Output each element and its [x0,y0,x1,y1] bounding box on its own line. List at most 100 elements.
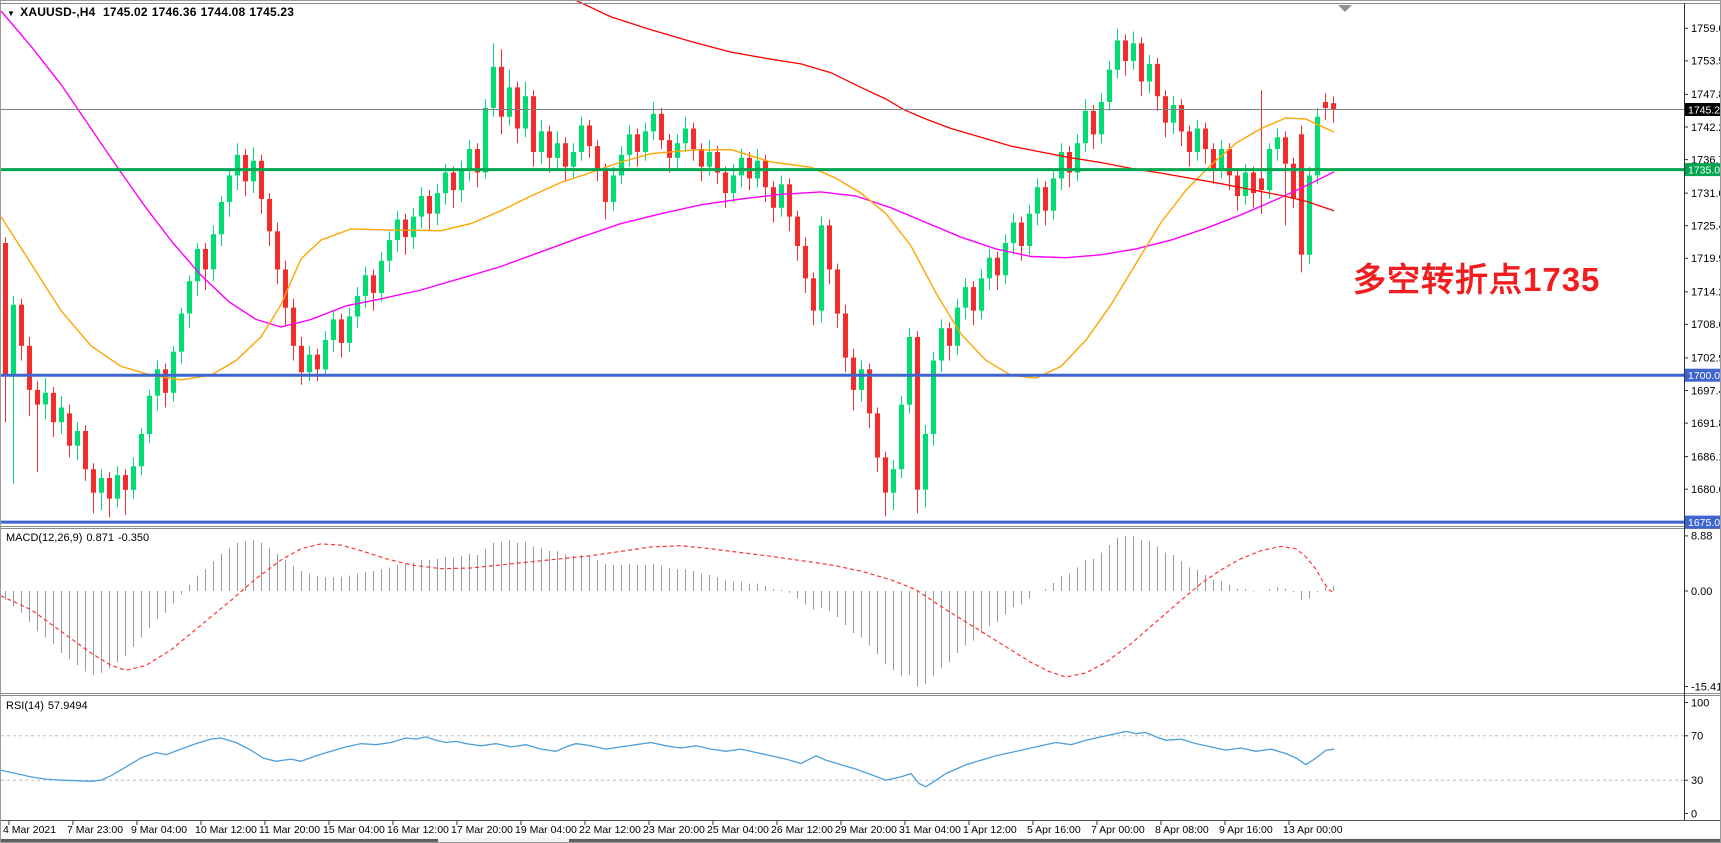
candle-body [1059,152,1064,179]
chart-shift-marker-icon[interactable] [1338,5,1352,12]
candle-body [51,392,56,423]
price-tick-label: 1691.85 [1691,418,1721,430]
main-price-panel[interactable] [1,1,1336,518]
candle-body [579,125,584,152]
candle-body [307,354,312,373]
ma-mid-line [1,10,1335,328]
candle-body [939,328,944,361]
candle-body [883,457,888,493]
candle-body [643,131,648,152]
candle-body [155,369,160,396]
candle-body [947,328,952,346]
time-tick-label: 13 Apr 00:00 [1283,824,1343,836]
horizontal-scrollbar[interactable] [1,838,1721,843]
candle-body [539,131,544,152]
candle-body [1331,103,1336,110]
candle-body [811,278,816,311]
candle-body [515,87,520,129]
candle-body [683,128,688,144]
time-tick-label: 9 Mar 04:00 [131,824,187,836]
candle-body [827,225,832,270]
candle-body [1315,116,1320,176]
price-axis[interactable]: 1759.051753.501747.801742.251736.701731.… [1684,23,1721,529]
candle-body [987,257,992,279]
candle-body [507,87,512,117]
price-tick-label: 1702.95 [1691,353,1721,365]
candle-body [3,243,8,376]
rsi-panel[interactable] [1,730,1684,788]
candle-body [371,275,376,293]
price-tick-label: 1759.05 [1691,23,1721,35]
price-tick-label: 1714.20 [1691,287,1721,299]
candle-body [875,413,880,458]
time-tick-label: 22 Mar 12:00 [579,824,641,836]
candle-body [331,319,336,340]
candle-body [131,466,136,490]
level-1735-badge [1685,163,1720,177]
candle-body [1323,102,1328,108]
chart-frame [1,3,1720,821]
candle-body [243,154,248,182]
candle-body [563,143,568,167]
candle-body [523,96,528,129]
macd-panel[interactable] [1,535,1335,687]
candle-body [411,216,416,238]
candle-body [163,369,168,393]
candle-body [1203,128,1208,150]
candle-body [203,248,208,270]
price-tick-label: 1708.65 [1691,319,1721,331]
time-tick-label: 1 Apr 12:00 [963,824,1017,836]
candle-body [1283,137,1288,164]
candle-body [75,431,80,446]
candle-body [419,196,424,217]
candle-body [659,113,664,141]
candle-body [731,175,736,194]
candle-body [483,107,488,173]
candle-body [115,475,120,499]
candle-body [611,175,616,202]
candle-body [571,152,576,167]
candle-body [787,184,792,217]
candle-body [1051,178,1056,211]
candle-body [91,469,96,493]
candle-body [107,478,112,499]
candle-body [907,337,912,405]
ma-fast-line [1,117,1335,381]
candle-body [475,149,480,173]
candle-body [1075,143,1080,173]
time-tick-label: 10 Mar 12:00 [195,824,257,836]
rsi-axis-label: 100 [1691,697,1709,709]
candle-body [899,404,904,470]
candle-body [1307,175,1312,255]
candle-body [427,196,432,214]
candle-body [1027,213,1032,246]
candle-body [1035,187,1040,214]
candle-body [83,431,88,470]
candle-body [859,369,864,390]
candle-body [1019,222,1024,246]
candle-body [763,160,768,188]
level-1735-badge-label: 1735.00 [1688,165,1721,177]
candle-body [1083,110,1088,144]
candle-body [1115,40,1120,70]
candle-body [795,216,800,246]
indicator-axes: 8.88 0.00 -15.412 100 70 30 0 [1684,531,1720,820]
candle-body [195,248,200,282]
symbol-dropdown-icon[interactable]: ▼ [7,9,16,18]
time-tick-label: 4 Mar 2021 [3,824,56,836]
candle-body [339,319,344,343]
candle-body [499,66,504,117]
time-axis[interactable]: 4 Mar 2021 7 Mar 23:00 9 Mar 04:00 10 Mar 1… [3,821,1343,836]
price-tick-label: 1686.15 [1691,451,1721,463]
candle-body [1131,43,1136,61]
price-tick-label: 1747.80 [1691,89,1721,101]
candle-body [627,134,632,155]
candle-body [603,169,608,202]
candle-body [891,469,896,493]
candle-body [1107,69,1112,102]
candle-body [11,304,16,376]
candle-body [1243,172,1248,196]
candle-body [723,172,728,194]
candle-body [1187,131,1192,152]
